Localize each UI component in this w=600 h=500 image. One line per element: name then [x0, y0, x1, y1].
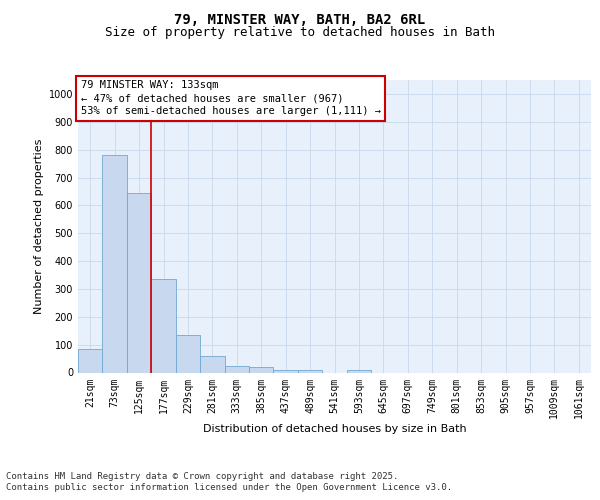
Y-axis label: Number of detached properties: Number of detached properties	[34, 138, 44, 314]
Bar	[103, 155, 127, 372]
Bar	[176, 335, 200, 372]
Text: 79 MINSTER WAY: 133sqm
← 47% of detached houses are smaller (967)
53% of semi-de: 79 MINSTER WAY: 133sqm ← 47% of detached…	[80, 80, 380, 116]
Bar	[249, 368, 274, 372]
Text: Size of property relative to detached houses in Bath: Size of property relative to detached ho…	[105, 26, 495, 39]
Bar	[78, 349, 103, 372]
Text: 79, MINSTER WAY, BATH, BA2 6RL: 79, MINSTER WAY, BATH, BA2 6RL	[175, 12, 425, 26]
Bar	[151, 279, 176, 372]
Bar	[347, 370, 371, 372]
Text: Contains public sector information licensed under the Open Government Licence v3: Contains public sector information licen…	[6, 483, 452, 492]
X-axis label: Distribution of detached houses by size in Bath: Distribution of detached houses by size …	[203, 424, 466, 434]
Text: Contains HM Land Registry data © Crown copyright and database right 2025.: Contains HM Land Registry data © Crown c…	[6, 472, 398, 481]
Bar	[274, 370, 298, 372]
Bar	[127, 193, 151, 372]
Bar	[200, 356, 224, 372]
Bar	[224, 366, 249, 372]
Bar	[298, 370, 322, 372]
